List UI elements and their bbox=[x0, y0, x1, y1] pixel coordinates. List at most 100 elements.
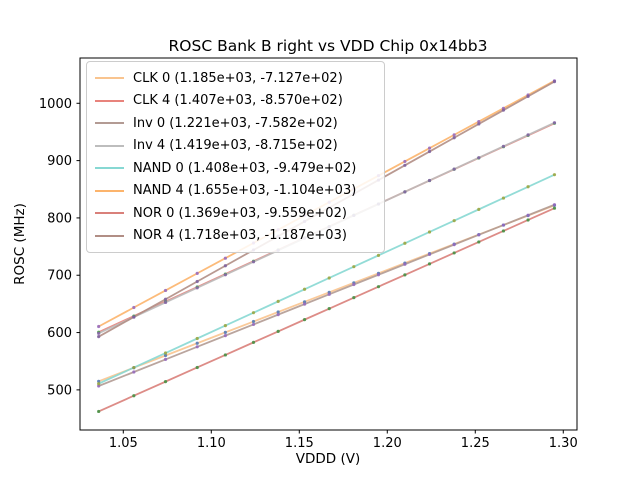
legend-item: Inv 4 (1.419e+03, -8.715e+02) bbox=[95, 135, 376, 158]
data-point-nand-0 bbox=[163, 351, 168, 355]
legend-item-label: NOR 4 (1.718e+03, -1.187e+03) bbox=[133, 228, 347, 244]
plot-border bbox=[79, 57, 578, 431]
data-point-nand-0 bbox=[376, 253, 381, 257]
data-point-inv-0 bbox=[327, 292, 331, 296]
data-point-inv-0 bbox=[526, 213, 530, 217]
data-point-nor-0 bbox=[477, 240, 481, 244]
x-tick-label: 1.20 bbox=[373, 436, 402, 451]
y-tick-label: 1000 bbox=[39, 97, 72, 112]
data-point-inv-0 bbox=[452, 243, 456, 247]
data-point-nand-0 bbox=[552, 173, 557, 177]
data-point-inv-0 bbox=[302, 302, 307, 306]
data-point-nand-0 bbox=[276, 299, 280, 303]
data-point-nand-0 bbox=[352, 265, 356, 269]
data-point-nand-0 bbox=[501, 196, 506, 200]
data-point-inv-4 bbox=[427, 178, 432, 183]
y-tick-label: 500 bbox=[47, 383, 72, 398]
data-point-clk-0 bbox=[276, 310, 280, 314]
data-point-inv-4 bbox=[477, 156, 481, 160]
legend-item-label: Inv 0 (1.221e+03, -7.582e+02) bbox=[133, 115, 338, 131]
data-point-clk-0 bbox=[97, 379, 101, 383]
legend-line-swatch bbox=[95, 189, 124, 192]
data-point-nand-4 bbox=[452, 133, 456, 137]
data-point-inv-0 bbox=[132, 370, 136, 374]
legend-line-swatch bbox=[95, 77, 124, 80]
data-point-nor-0 bbox=[552, 206, 557, 210]
data-point-nand-4 bbox=[427, 146, 432, 150]
data-point-nor-0 bbox=[223, 353, 227, 357]
data-point-inv-0 bbox=[501, 223, 506, 227]
data-point-nor-0 bbox=[302, 318, 307, 322]
data-point-nand-0 bbox=[327, 276, 331, 280]
data-point-nand-4 bbox=[132, 305, 136, 310]
y-tick-label: 900 bbox=[47, 154, 72, 169]
data-point-nand-4 bbox=[477, 119, 481, 124]
legend: CLK 0 (1.185e+03, -7.127e+02) CLK 4 (1.40… bbox=[86, 61, 385, 253]
data-point-nor-0 bbox=[427, 262, 432, 266]
data-point-clk-0 bbox=[302, 300, 307, 304]
x-axis-label: VDDD (V) bbox=[295, 451, 361, 467]
data-point-nor-4 bbox=[501, 108, 506, 112]
data-point-inv-4 bbox=[251, 260, 256, 264]
data-point-inv-0 bbox=[427, 252, 432, 257]
data-point-nor-4 bbox=[552, 80, 557, 84]
legend-item: NOR 0 (1.369e+03, -9.559e+02) bbox=[95, 202, 376, 225]
data-point-nor-0 bbox=[97, 409, 101, 414]
data-point-nor-4 bbox=[452, 136, 456, 140]
data-point-inv-4 bbox=[223, 273, 227, 277]
y-tick-label: 800 bbox=[47, 211, 72, 226]
legend-item: NAND 0 (1.408e+03, -9.479e+02) bbox=[95, 157, 376, 180]
data-point-inv-0 bbox=[163, 357, 168, 362]
fit-line-nand-0 bbox=[97, 173, 556, 385]
legend-item: Inv 0 (1.221e+03, -7.582e+02) bbox=[95, 112, 376, 135]
legend-item-label: CLK 0 (1.185e+03, -7.127e+02) bbox=[133, 70, 343, 86]
data-point-nor-0 bbox=[251, 340, 256, 344]
legend-line-swatch bbox=[95, 234, 124, 237]
legend-item-label: NAND 4 (1.655e+03, -1.104e+03) bbox=[133, 183, 357, 199]
data-point-nand-4 bbox=[223, 256, 227, 260]
data-point-nor-4 bbox=[223, 264, 227, 268]
legend-item-label: Inv 4 (1.419e+03, -8.715e+02) bbox=[133, 138, 338, 154]
data-point-nand-0 bbox=[97, 382, 101, 386]
data-point-nand-4 bbox=[97, 324, 101, 329]
data-point-inv-4 bbox=[195, 286, 199, 290]
data-point-inv-0 bbox=[376, 273, 381, 277]
data-point-nor-0 bbox=[163, 380, 168, 384]
data-point-nor-0 bbox=[195, 365, 199, 370]
x-tick-label: 1.10 bbox=[197, 436, 226, 451]
data-point-nand-4 bbox=[195, 271, 199, 275]
data-point-nor-4 bbox=[477, 122, 481, 126]
data-point-nand-0 bbox=[302, 287, 307, 291]
legend-item-label: NAND 0 (1.408e+03, -9.479e+02) bbox=[133, 160, 357, 176]
data-point-nor-0 bbox=[132, 394, 136, 398]
data-point-clk-0 bbox=[195, 341, 199, 345]
legend-item: NOR 4 (1.718e+03, -1.187e+03) bbox=[95, 225, 376, 248]
legend-item-label: NOR 0 (1.369e+03, -9.559e+02) bbox=[133, 205, 347, 221]
data-point-inv-0 bbox=[223, 334, 227, 338]
legend-line-swatch bbox=[95, 167, 124, 170]
legend-line-swatch bbox=[95, 144, 124, 147]
legend-line-swatch bbox=[95, 99, 124, 102]
data-point-nor-0 bbox=[452, 251, 456, 255]
data-point-clk-0 bbox=[223, 330, 227, 334]
data-point-inv-0 bbox=[195, 345, 199, 349]
data-point-nand-0 bbox=[403, 241, 407, 245]
data-point-inv-4 bbox=[501, 144, 506, 148]
data-point-nor-4 bbox=[195, 279, 199, 284]
data-point-nand-0 bbox=[132, 365, 136, 370]
data-point-nand-4 bbox=[403, 159, 407, 164]
data-point-clk-0 bbox=[163, 353, 168, 358]
data-point-nor-4 bbox=[403, 163, 407, 167]
data-point-nand-0 bbox=[195, 336, 199, 341]
legend-item: NAND 4 (1.655e+03, -1.104e+03) bbox=[95, 180, 376, 203]
data-point-nor-0 bbox=[501, 229, 506, 233]
y-axis-label: ROSC (MHz) bbox=[12, 203, 28, 285]
data-point-inv-0 bbox=[276, 313, 280, 317]
data-point-nand-0 bbox=[223, 323, 227, 328]
data-point-clk-0 bbox=[251, 319, 256, 324]
data-point-nand-0 bbox=[427, 230, 432, 234]
data-point-nor-4 bbox=[526, 94, 530, 98]
data-point-nor-0 bbox=[526, 218, 530, 222]
fit-line-inv-0 bbox=[97, 203, 556, 387]
